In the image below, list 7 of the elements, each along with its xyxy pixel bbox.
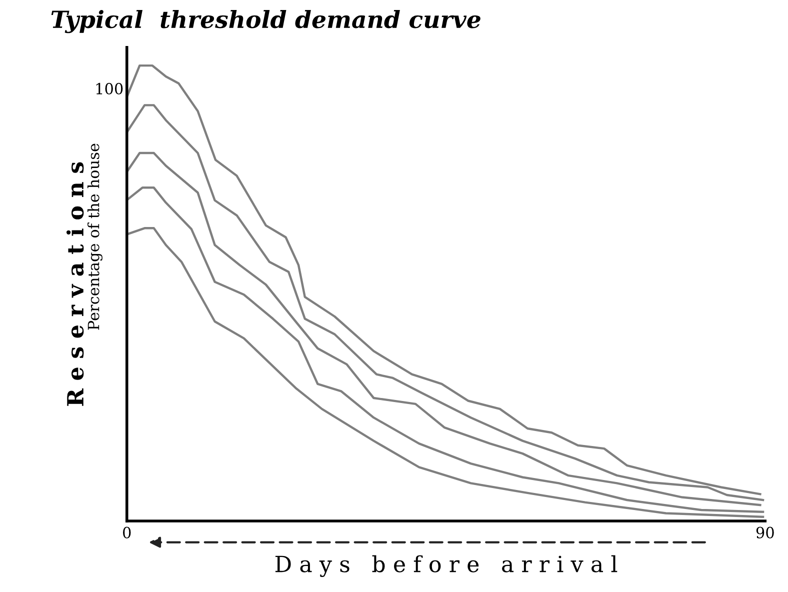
x-axis-title: D a y s b e f o r e a r r i v a l: [275, 555, 618, 578]
text: Percentage of the house: [87, 144, 102, 330]
text: 100: [96, 82, 123, 94]
y-axis-title: R e s e r v a t i o n s: [66, 162, 84, 406]
x-tick-label: 0: [123, 526, 131, 538]
x-tick-label: 90: [756, 526, 774, 538]
chart-title: Typical threshold demand curve: [51, 10, 480, 34]
